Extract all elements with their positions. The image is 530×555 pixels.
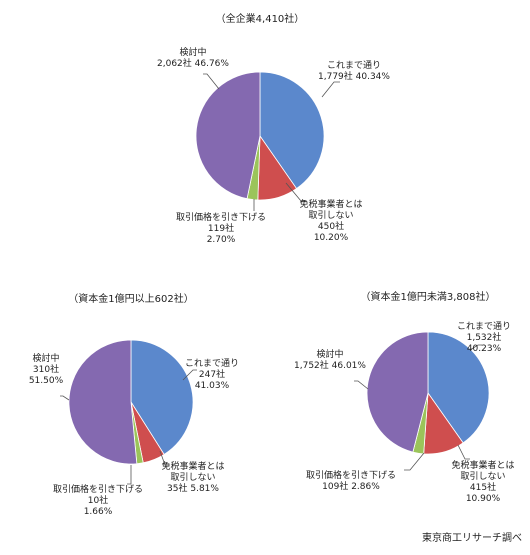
leader-line xyxy=(404,452,425,471)
chart-title: （資本金1億円以上602社） xyxy=(68,292,193,305)
leader-line xyxy=(321,81,340,98)
slice-label: 免税事業者とは取引しない 35社 5.81% xyxy=(161,460,224,494)
pie-slice xyxy=(427,331,490,444)
source-note: 東京商工リサーチ調べ xyxy=(422,531,522,544)
slice-label: 取引価格を引き下げる 109社 2.86% xyxy=(306,469,396,492)
slice-label: 取引価格を引き下げる 10社 1.66% xyxy=(53,483,143,517)
slice-label: これまで通り 1,779社 40.34% xyxy=(318,60,390,82)
slice-label: 免税事業者とは取引しない 415社 10.90% xyxy=(451,459,514,504)
leader-line xyxy=(60,395,70,401)
chart-title: （資本金1億円未満3,808社） xyxy=(361,290,496,303)
slice-label: 取引価格を引き下げる 119社 2.70% xyxy=(176,211,266,245)
leader-line xyxy=(203,73,220,90)
pie-chart-1: （全企業4,410社） これまで通り 1,779社 40.34% 免税事業者とは取引し… xyxy=(157,12,390,245)
slice-label: 免税事業者とは取引しない 450社 10.20% xyxy=(299,198,362,243)
leader-line xyxy=(127,465,132,485)
pie-slice xyxy=(366,331,429,453)
slice-label: これまで通り 1,532社 40.23% xyxy=(457,321,511,354)
chart-title: （全企業4,410社） xyxy=(216,12,305,25)
slice-label: 検討中 1,752社 46.01% xyxy=(294,348,366,371)
slice-label: 検討中 310社 51.50% xyxy=(29,352,64,386)
leader-line xyxy=(159,450,169,466)
leader-line xyxy=(354,380,369,390)
pie-slice xyxy=(195,71,261,200)
pie-chart-2: （資本金1億円以上602社） これまで通り 247社 41.03% 免税事業者とは取引し… xyxy=(29,292,239,517)
pie-chart-3: （資本金1億円未満3,808社） これまで通り 1,532社 40.23% 免税事業者と… xyxy=(294,290,514,504)
pie-slice xyxy=(68,339,138,465)
leader-line xyxy=(285,182,307,202)
slice-label: これまで通り 247社 41.03% xyxy=(185,358,239,391)
leader-line xyxy=(469,344,482,351)
leader-line xyxy=(182,369,197,381)
slice-label: 検討中 2,062社 46.76% xyxy=(157,46,229,69)
leader-line xyxy=(457,444,470,460)
pie-slice xyxy=(259,71,325,190)
